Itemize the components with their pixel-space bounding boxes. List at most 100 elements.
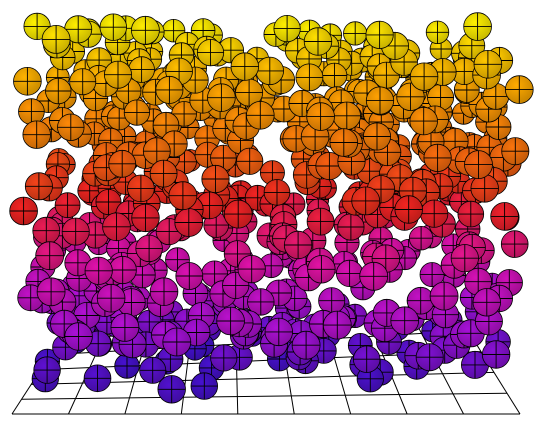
data-point — [365, 20, 394, 50]
data-point — [359, 261, 389, 291]
data-point — [329, 128, 359, 157]
data-point — [470, 174, 499, 203]
data-point — [57, 113, 85, 142]
data-point — [102, 212, 131, 242]
data-point — [64, 15, 93, 44]
data-point — [481, 340, 511, 369]
data-point — [419, 262, 445, 288]
data-point — [190, 372, 219, 400]
data-point — [500, 230, 529, 258]
data-point — [64, 322, 93, 351]
data-point — [22, 120, 51, 149]
data-point — [409, 62, 439, 91]
data-point — [460, 350, 489, 379]
data-point — [315, 151, 344, 180]
data-point — [396, 82, 425, 112]
data-point — [104, 60, 133, 89]
data-point — [264, 317, 294, 347]
data-point — [223, 199, 253, 229]
data-point — [130, 15, 160, 45]
data-point — [423, 143, 452, 172]
data-point — [450, 244, 479, 273]
data-point — [230, 52, 260, 81]
data-point — [9, 196, 38, 226]
data-point — [306, 102, 335, 131]
data-point — [245, 101, 275, 130]
data-point — [18, 98, 45, 125]
data-point — [128, 56, 155, 83]
data-point — [149, 277, 179, 307]
data-point — [318, 287, 346, 315]
data-point — [429, 281, 459, 311]
data-point — [303, 27, 333, 56]
data-point — [96, 283, 126, 313]
data-point — [110, 312, 140, 342]
data-point — [69, 68, 97, 96]
data-point — [362, 122, 391, 151]
data-point — [54, 192, 81, 219]
data-point — [390, 306, 420, 336]
data-point — [490, 202, 519, 231]
data-point — [84, 256, 113, 285]
data-point — [83, 364, 112, 393]
data-point — [155, 75, 184, 104]
floor-grid-line-y — [21, 392, 508, 400]
data-point — [337, 213, 365, 241]
data-point — [408, 225, 434, 251]
data-point — [237, 255, 266, 284]
data-point — [335, 259, 364, 287]
data-point — [291, 330, 321, 360]
data-point — [425, 20, 450, 45]
data-point — [273, 15, 301, 43]
data-point — [283, 230, 313, 260]
data-point — [135, 234, 163, 263]
data-point — [415, 343, 444, 372]
data-point — [175, 262, 204, 290]
data-point — [321, 62, 348, 89]
data-point — [365, 86, 395, 115]
data-point — [33, 356, 61, 384]
data-point — [99, 13, 128, 41]
data-point — [196, 38, 225, 67]
data-point — [351, 186, 381, 216]
data-point — [263, 179, 291, 206]
data-point — [149, 159, 178, 188]
data-point — [45, 77, 72, 105]
data-point — [24, 172, 53, 201]
data-point — [162, 327, 192, 357]
data-point — [108, 255, 137, 285]
data-point — [235, 78, 264, 107]
data-point — [473, 50, 503, 79]
data-point — [457, 200, 485, 228]
data-point — [127, 174, 155, 203]
data-point — [41, 25, 71, 54]
data-point — [210, 344, 238, 372]
data-point — [207, 83, 236, 112]
data-point — [168, 181, 198, 211]
data-point — [95, 188, 122, 215]
data-point — [394, 195, 423, 224]
data-point — [36, 277, 66, 307]
data-point — [472, 288, 502, 317]
data-point — [332, 101, 362, 131]
data-point — [501, 137, 530, 166]
data-point — [420, 199, 449, 228]
data-point — [201, 164, 230, 194]
data-point — [174, 208, 204, 237]
data-point — [131, 203, 160, 233]
data-point — [463, 12, 492, 41]
data-point — [343, 21, 368, 46]
data-point — [247, 288, 275, 316]
data-point — [322, 310, 352, 340]
data-point — [32, 216, 61, 245]
data-point — [409, 106, 438, 136]
point-cloud — [9, 12, 534, 404]
data-point — [139, 356, 167, 384]
data-point — [306, 207, 335, 236]
data-point — [464, 150, 493, 180]
data-point — [35, 241, 65, 271]
data-point — [123, 99, 150, 126]
data-point — [504, 75, 534, 104]
